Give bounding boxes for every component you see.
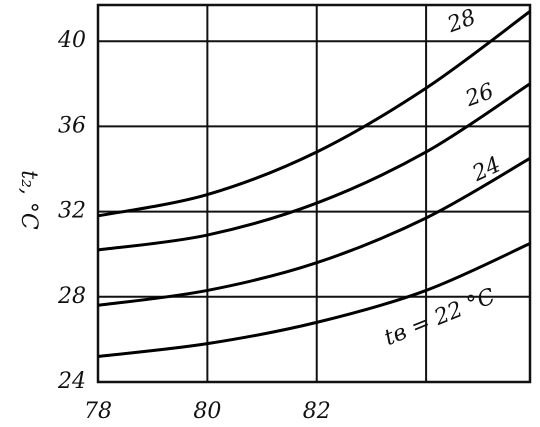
line	[97, 82, 531, 252]
series-label: 26	[461, 79, 497, 112]
series-label: tв = 22 °C	[381, 284, 499, 351]
x-tick-label: 80	[193, 399, 221, 424]
line	[97, 10, 531, 218]
y-tick-label: 28	[57, 284, 86, 309]
y-tick-label: 36	[58, 113, 86, 138]
series-label: 24	[468, 152, 505, 187]
y-axis-label: t₂, °C	[16, 170, 41, 230]
series-label: 28	[443, 5, 479, 38]
y-tick-label: 40	[57, 28, 86, 53]
line	[97, 242, 531, 358]
y-tick-label: 24	[57, 369, 86, 394]
x-tick-label: 78	[84, 399, 112, 424]
y-tick-label: 32	[58, 199, 86, 224]
line	[97, 157, 531, 307]
x-tick-label: 82	[303, 399, 331, 424]
